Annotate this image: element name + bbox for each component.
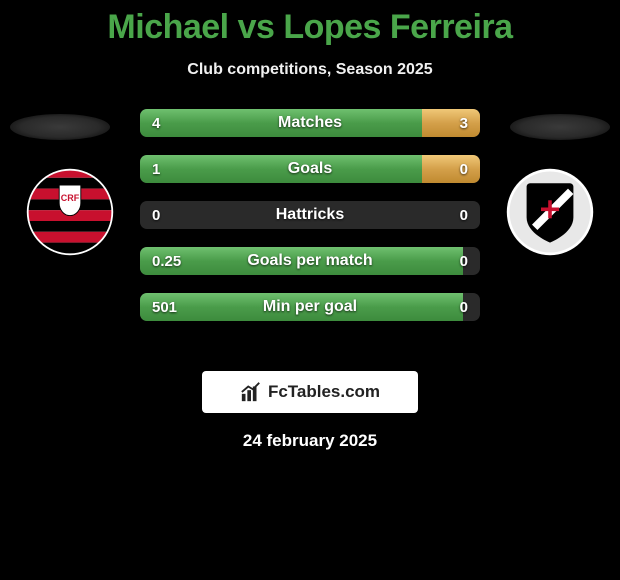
page-title: Michael vs Lopes Ferreira [0, 8, 620, 47]
brand-text: FcTables.com [268, 382, 380, 402]
page-subtitle: Club competitions, Season 2025 [0, 61, 620, 79]
brand-badge: FcTables.com [202, 371, 418, 413]
stat-label: Matches [140, 109, 480, 137]
stat-row: 0.250Goals per match [140, 247, 480, 275]
stat-row: 43Matches [140, 109, 480, 137]
stat-row: 5010Min per goal [140, 293, 480, 321]
stat-label: Goals [140, 155, 480, 183]
player-shadow-right [510, 114, 610, 140]
stat-bars: 43Matches 10Goals 00Hattricks 0.250Goals pe… [140, 109, 480, 339]
stat-label: Hattricks [140, 201, 480, 229]
stat-label: Goals per match [140, 247, 480, 275]
stat-row: 00Hattricks [140, 201, 480, 229]
stat-label: Min per goal [140, 293, 480, 321]
bar-chart-icon [240, 381, 262, 403]
flamengo-crest-icon: CRF [25, 167, 115, 257]
team-crest-left: CRF [25, 167, 115, 257]
footer-date: 24 february 2025 [0, 431, 620, 451]
infographic-root: Michael vs Lopes Ferreira Club competiti… [0, 0, 620, 451]
stat-row: 10Goals [140, 155, 480, 183]
player-shadow-left [10, 114, 110, 140]
vasco-crest-icon [505, 167, 595, 257]
team-crest-right [505, 167, 595, 257]
crest-left-text: CRF [61, 193, 80, 203]
comparison-body: CRF 43Matches 10Goals 00Hattricks 0.250Goal… [0, 109, 620, 359]
